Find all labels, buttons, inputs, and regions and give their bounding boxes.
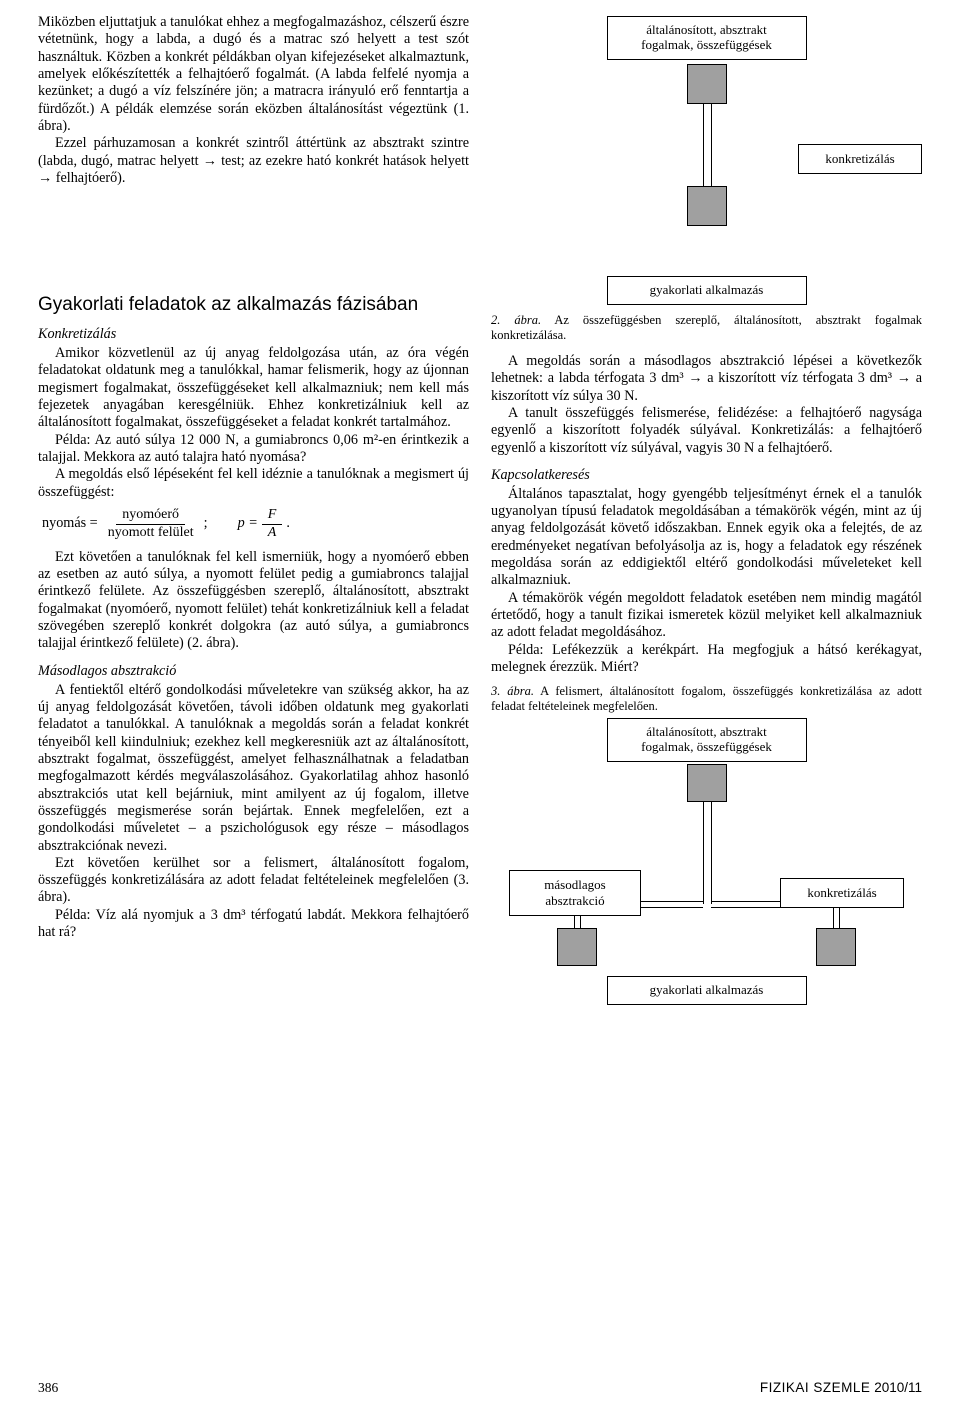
page-footer: 386 FIZIKAI SZEMLE 2010/11 — [38, 1380, 922, 1396]
fig3-label-right: konkretizálás — [780, 878, 904, 908]
journal-ref: FIZIKAI SZEMLE 2010/11 — [760, 1380, 922, 1396]
eq-den1: nyomott felület — [102, 525, 200, 541]
para-3: Amikor közvetlenül az új anyag feldolgoz… — [38, 345, 469, 432]
eq-num1: nyomóerő — [116, 507, 185, 525]
para-9: Példa: Víz alá nyomjuk a 3 dm³ térfogatú… — [38, 907, 469, 942]
fig2-node-top — [687, 64, 727, 104]
eq-frac1: nyomóerő nyomott felület — [102, 507, 200, 541]
fig3-top-box: általánosított, absztrakt fogalmak, össz… — [607, 718, 807, 762]
col-right-upper: általánosított, absztrakt fogalmak, össz… — [491, 14, 922, 276]
para-5: A megoldás első lépéseként fel kell idéz… — [38, 466, 469, 501]
figure-3-caption-num: 3. ábra. — [491, 684, 534, 698]
para-4: Példa: Az autó súlya 12 000 N, a gumiabr… — [38, 432, 469, 467]
para-r1: A megoldás során a másodlagos absztrakci… — [491, 353, 922, 405]
subheading-kapcsolat: Kapcsolatkeresés — [491, 467, 922, 484]
eq-lhs1: nyomás = — [38, 515, 102, 532]
fig3-conn-r1 — [711, 802, 712, 904]
eq-den2: A — [262, 525, 283, 541]
eq-lhs2: p = — [234, 515, 262, 532]
col-left-lower: Gyakorlati feladatok az alkalmazás fázis… — [38, 276, 469, 998]
para-7: A fentiektől eltérő gondolkodási művelet… — [38, 682, 469, 855]
figure-3-diagram: általánosított, absztrakt fogalmak, össz… — [491, 718, 922, 998]
figure-2-diagram: általánosított, absztrakt fogalmak, össz… — [491, 16, 922, 276]
figure-2-caption-text: Az összefüggésben szereplő, általánosíto… — [491, 313, 922, 342]
fig2-bottom-box: gyakorlati alkalmazás — [607, 276, 807, 305]
fig3-conn-l1 — [703, 802, 704, 904]
eq-sep: ; — [200, 515, 212, 532]
col-right-lower: gyakorlati alkalmazás 2. ábra. Az összef… — [491, 276, 922, 998]
figure-2-caption: 2. ábra. Az összefüggésben szereplő, ált… — [491, 313, 922, 343]
fig3-node-bl — [557, 928, 597, 966]
eq-num2: F — [262, 507, 283, 525]
para-1: Miközben eljuttatjuk a tanulókat ehhez a… — [38, 14, 469, 135]
fig3-label-left: másodlagos absztrakció — [509, 870, 641, 916]
para-8: Ezt követően kerülhet sor a felismert, á… — [38, 855, 469, 907]
para-r2: A tanult összefüggés felismerése, felidé… — [491, 405, 922, 457]
para-6: Ezt követően a tanulóknak fel kell ismer… — [38, 549, 469, 653]
figure-3-caption: 3. ábra. A felismert, általánosított fog… — [491, 684, 922, 714]
eq-frac2: F A — [262, 507, 283, 541]
page: Miközben eljuttatjuk a tanulókat ehhez a… — [0, 0, 960, 1410]
fig2-node-bottom — [687, 186, 727, 226]
page-number: 386 — [38, 1380, 58, 1396]
col-left-upper: Miközben eljuttatjuk a tanulókat ehhez a… — [38, 14, 469, 276]
section-heading: Gyakorlati feladatok az alkalmazás fázis… — [38, 294, 469, 316]
fig2-top-box: általánosított, absztrakt fogalmak, össz… — [607, 16, 807, 60]
subheading-konkretizalas: Konkretizálás — [38, 326, 469, 343]
journal-name: FIZIKAI SZEMLE — [760, 1380, 871, 1395]
figure-3-caption-text: A felismert, általánosított fogalom, öss… — [491, 684, 922, 713]
upper-columns: Miközben eljuttatjuk a tanulókat ehhez a… — [38, 14, 922, 276]
figure-2-caption-num: 2. ábra. — [491, 313, 541, 327]
para-r5: Példa: Lefékezzük a kerékpárt. Ha megfog… — [491, 642, 922, 677]
journal-issue-val: 2010/11 — [874, 1380, 922, 1395]
eq-end: . — [282, 515, 294, 532]
equation-row: nyomás = nyomóerő nyomott felület ; p = … — [38, 507, 469, 541]
para-r4: A témakörök végén megoldott feladatok es… — [491, 590, 922, 642]
fig2-side-label: konkretizálás — [798, 144, 922, 174]
lower-columns: Gyakorlati feladatok az alkalmazás fázis… — [38, 276, 922, 998]
para-2: Ezzel párhuzamosan a konkrét szintről át… — [38, 135, 469, 187]
fig3-node-br — [816, 928, 856, 966]
subheading-masodlagos: Másodlagos absztrakció — [38, 663, 469, 680]
fig3-node-top — [687, 764, 727, 802]
fig3-bottom-box: gyakorlati alkalmazás — [607, 976, 807, 1005]
para-r3: Általános tapasztalat, hogy gyengébb tel… — [491, 486, 922, 590]
